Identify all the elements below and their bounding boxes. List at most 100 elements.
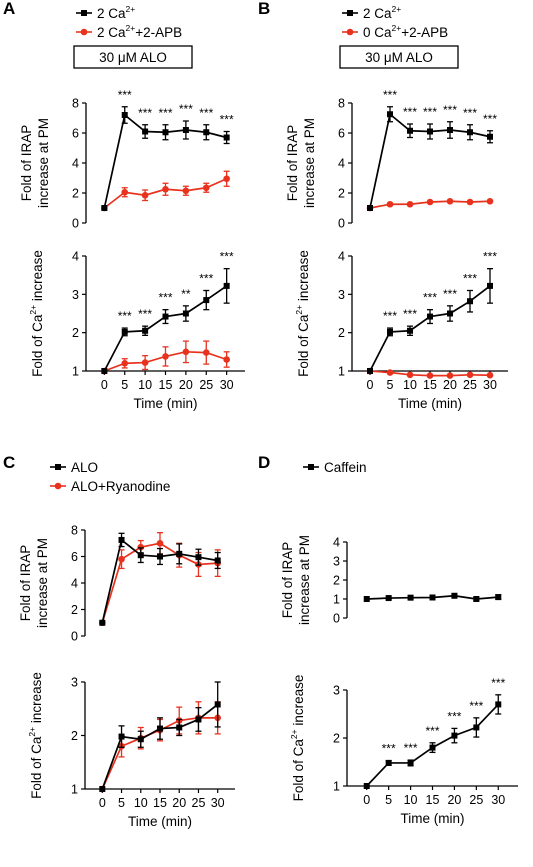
data-point: [426, 198, 434, 206]
data-point: [486, 197, 494, 205]
series-0: [101, 267, 230, 374]
data-point: [407, 127, 413, 134]
data-point: [182, 187, 190, 195]
y-tick-label: 2: [338, 326, 345, 340]
data-point: [386, 200, 394, 208]
data-point: [386, 369, 394, 376]
significance-label: ***: [199, 106, 213, 120]
significance-label: ***: [483, 250, 497, 264]
legend-label-name: ALO: [71, 460, 98, 475]
x-tick-label: 25: [199, 378, 213, 392]
y-axis-title: Fold of IRAP: [19, 125, 34, 202]
data-point: [121, 360, 129, 367]
series-1: [101, 170, 230, 212]
data-point: [203, 129, 210, 136]
data-point: [363, 596, 370, 602]
legend-marker: [346, 28, 354, 36]
y-tick-label: 1: [338, 365, 345, 379]
x-tick-label: 10: [403, 378, 417, 392]
y-axis-title: Fold of Ca2+ increase: [294, 250, 311, 377]
significance-label: ***: [463, 272, 477, 286]
y-tick-label: 4: [72, 157, 79, 171]
y-tick-label: 3: [338, 288, 345, 302]
data-point: [101, 368, 108, 374]
y-tick-label: 4: [338, 157, 345, 171]
y-axis-title: Fold of Ca2+ increase: [28, 250, 45, 377]
data-point: [367, 368, 373, 374]
data-point: [385, 759, 392, 766]
x-tick-label: 0: [101, 378, 108, 392]
y-axis-title-superscript: 2+: [289, 729, 299, 739]
significance-label: ***: [483, 112, 497, 126]
x-tick-label: 5: [385, 793, 392, 807]
significance-label: ***: [138, 307, 152, 321]
data-point: [467, 129, 473, 136]
significance-label: ***: [158, 106, 172, 120]
data-point: [487, 133, 493, 140]
y-axis-title-part: Fold of Ca: [296, 314, 311, 377]
y-tick-label: 8: [71, 524, 78, 538]
x-tick-label: 20: [172, 796, 186, 810]
x-tick-label: 15: [423, 378, 437, 392]
data-point: [142, 327, 149, 334]
x-tick-label: 15: [153, 796, 167, 810]
y-tick-label: 0: [71, 630, 78, 644]
panel-label: A: [3, 0, 15, 18]
y-axis-title-part: Fold of Ca: [30, 314, 45, 377]
legend-label-name: 2 Ca: [97, 6, 126, 21]
y-tick-label: 3: [72, 288, 79, 302]
significance-label: ***: [199, 272, 213, 286]
y-axis-title-part: increase: [291, 675, 306, 730]
significance-label: ***: [403, 307, 417, 321]
y-tick-label: 8: [72, 97, 79, 111]
significance-label: ***: [404, 741, 418, 755]
y-tick-label: 1: [333, 780, 340, 794]
data-point: [182, 310, 189, 317]
significance-label: ***: [425, 724, 439, 738]
data-point: [223, 134, 230, 141]
data-point: [118, 733, 125, 740]
data-point: [195, 716, 202, 723]
series-0: [367, 267, 493, 374]
legend-marker: [54, 482, 62, 490]
data-point: [473, 596, 480, 602]
series-1: [366, 367, 494, 379]
legend-label: Caffein: [324, 460, 367, 475]
data-point: [214, 557, 221, 564]
legend-label-name: Caffein: [324, 460, 367, 475]
data-point: [137, 552, 144, 559]
significance-label: ***: [469, 699, 483, 713]
x-tick-label: 20: [447, 793, 461, 807]
data-point: [467, 298, 473, 305]
y-tick-label: 4: [338, 250, 345, 264]
data-point: [182, 348, 190, 356]
x-axis-title: Time (min): [134, 396, 198, 411]
data-point: [426, 372, 434, 379]
y-tick-label: 3: [333, 555, 340, 569]
legend-marker: [55, 464, 61, 470]
legend-label: ALO+Ryanodine: [71, 479, 170, 494]
x-axis-title: Time (min): [401, 811, 465, 826]
data-point: [137, 543, 145, 551]
data-point: [99, 786, 106, 792]
significance-label: ***: [447, 709, 461, 723]
condition-box: [339, 45, 459, 69]
x-tick-label: 25: [469, 793, 483, 807]
significance-label: ***: [118, 309, 132, 323]
data-point: [429, 744, 436, 751]
significance-label: ***: [220, 250, 234, 264]
legend-item: Caffein: [303, 460, 367, 475]
data-point: [367, 205, 373, 211]
legend-label-name: ALO+Ryanodine: [71, 479, 170, 494]
significance-label: **: [181, 287, 191, 301]
significance-label: ***: [423, 105, 437, 119]
data-point: [121, 188, 129, 196]
data-point: [99, 619, 106, 626]
y-tick-label: 3: [333, 684, 340, 698]
panel-c-header: C ALO ALO+Ryanodine: [3, 453, 170, 494]
